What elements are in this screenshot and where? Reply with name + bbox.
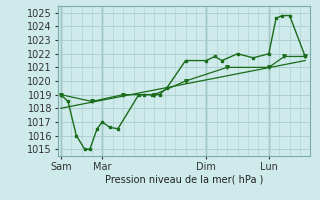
X-axis label: Pression niveau de la mer( hPa ): Pression niveau de la mer( hPa ) (105, 174, 263, 184)
